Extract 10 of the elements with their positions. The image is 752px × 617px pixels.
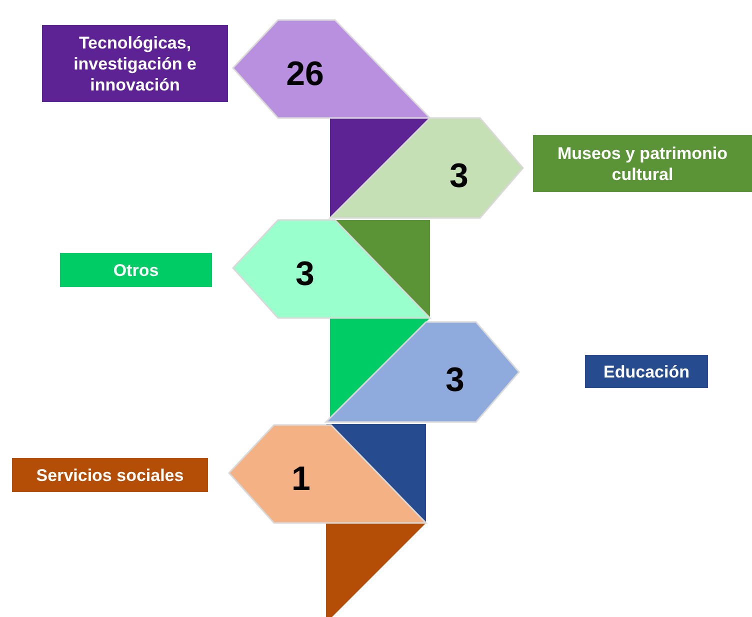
- data-label: 26: [286, 55, 324, 93]
- category-label: Tecnológicas, investigación e innovación: [74, 34, 196, 94]
- data-label: 3: [450, 157, 468, 195]
- data-label: 1: [292, 460, 310, 498]
- data-label: 3: [446, 361, 464, 399]
- category-label: Museos y patrimonio cultural: [557, 144, 728, 184]
- category-label: Educación: [604, 362, 690, 382]
- category-label: Servicios sociales: [36, 466, 184, 485]
- category-label: Otros: [113, 261, 159, 280]
- data-label: 3: [296, 255, 314, 293]
